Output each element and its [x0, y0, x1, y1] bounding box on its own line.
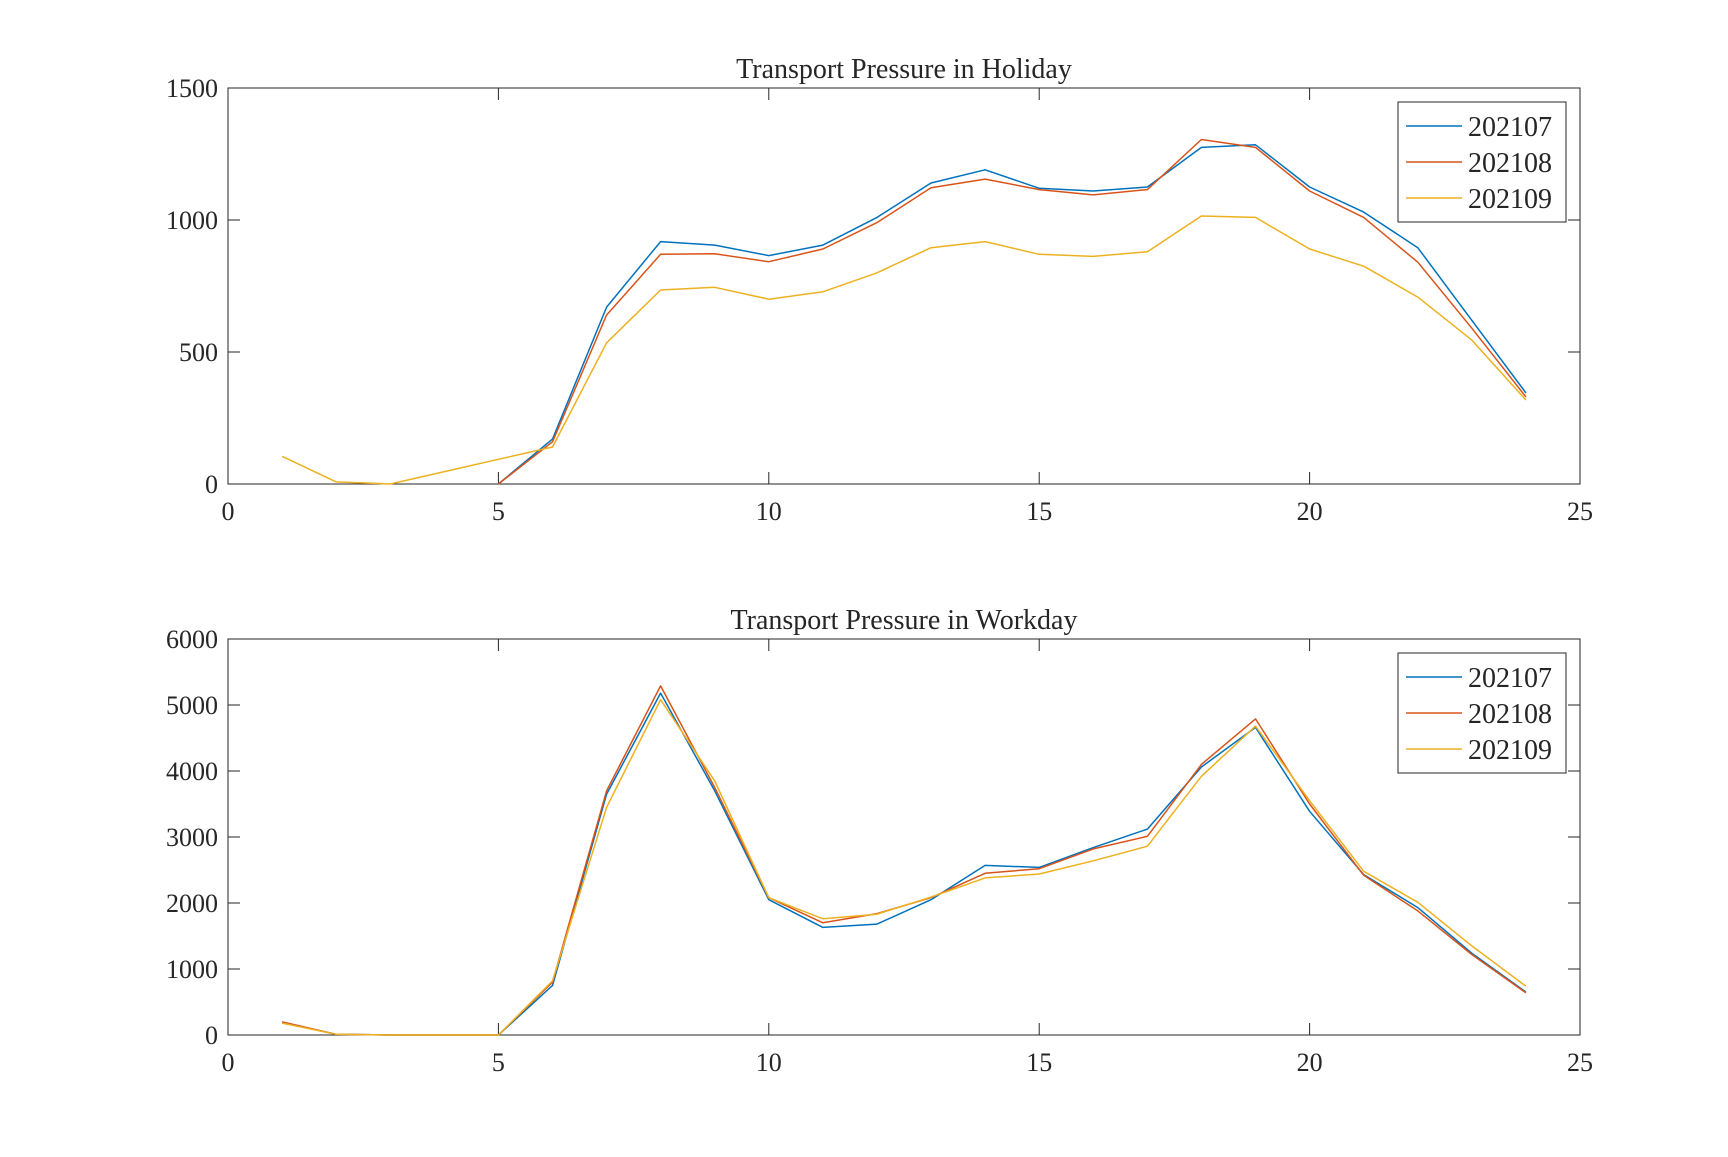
- axes-box-workday: [227, 638, 1581, 1036]
- chart-title-workday: Transport Pressure in Workday: [731, 605, 1078, 636]
- x-tick-label: 20: [1297, 1048, 1323, 1077]
- y-tick-label: 1500: [166, 74, 218, 103]
- series-line-202109: [281, 215, 1527, 485]
- x-tick-label: 25: [1567, 1048, 1593, 1077]
- series-line-202107: [281, 692, 1527, 1036]
- x-tick-label: 15: [1026, 1048, 1052, 1077]
- x-tick-label: 5: [492, 1048, 505, 1077]
- legend-label-202108: 202108: [1468, 699, 1552, 730]
- y-tick-label: 0: [205, 1021, 218, 1050]
- y-tick-label: 1000: [166, 955, 218, 984]
- series-line-202109: [281, 698, 1527, 1036]
- x-tick-label: 20: [1297, 497, 1323, 526]
- x-tick-label: 25: [1567, 497, 1593, 526]
- series-line-202108: [497, 138, 1527, 485]
- y-tick-label: 500: [179, 338, 218, 367]
- legend-label-202107: 202107: [1468, 112, 1552, 143]
- x-tick-label: 5: [492, 497, 505, 526]
- x-tick-label: 15: [1026, 497, 1052, 526]
- y-tick-label: 6000: [166, 625, 218, 654]
- x-tick-label: 10: [756, 497, 782, 526]
- x-tick-label: 0: [222, 497, 235, 526]
- chart-title-holiday: Transport Pressure in Holiday: [736, 54, 1072, 85]
- legend-label-202109: 202109: [1468, 184, 1552, 215]
- y-tick-label: 0: [205, 470, 218, 499]
- y-tick-label: 3000: [166, 823, 218, 852]
- legend-label-202109: 202109: [1468, 735, 1552, 766]
- y-tick-label: 5000: [166, 691, 218, 720]
- y-tick-label: 4000: [166, 757, 218, 786]
- legend-label-202107: 202107: [1468, 663, 1552, 694]
- series-line-202107: [497, 144, 1527, 485]
- y-tick-label: 1000: [166, 206, 218, 235]
- y-tick-label: 2000: [166, 889, 218, 918]
- legend-label-202108: 202108: [1468, 148, 1552, 179]
- x-tick-label: 0: [222, 1048, 235, 1077]
- axes-box-holiday: [227, 87, 1581, 485]
- x-tick-label: 10: [756, 1048, 782, 1077]
